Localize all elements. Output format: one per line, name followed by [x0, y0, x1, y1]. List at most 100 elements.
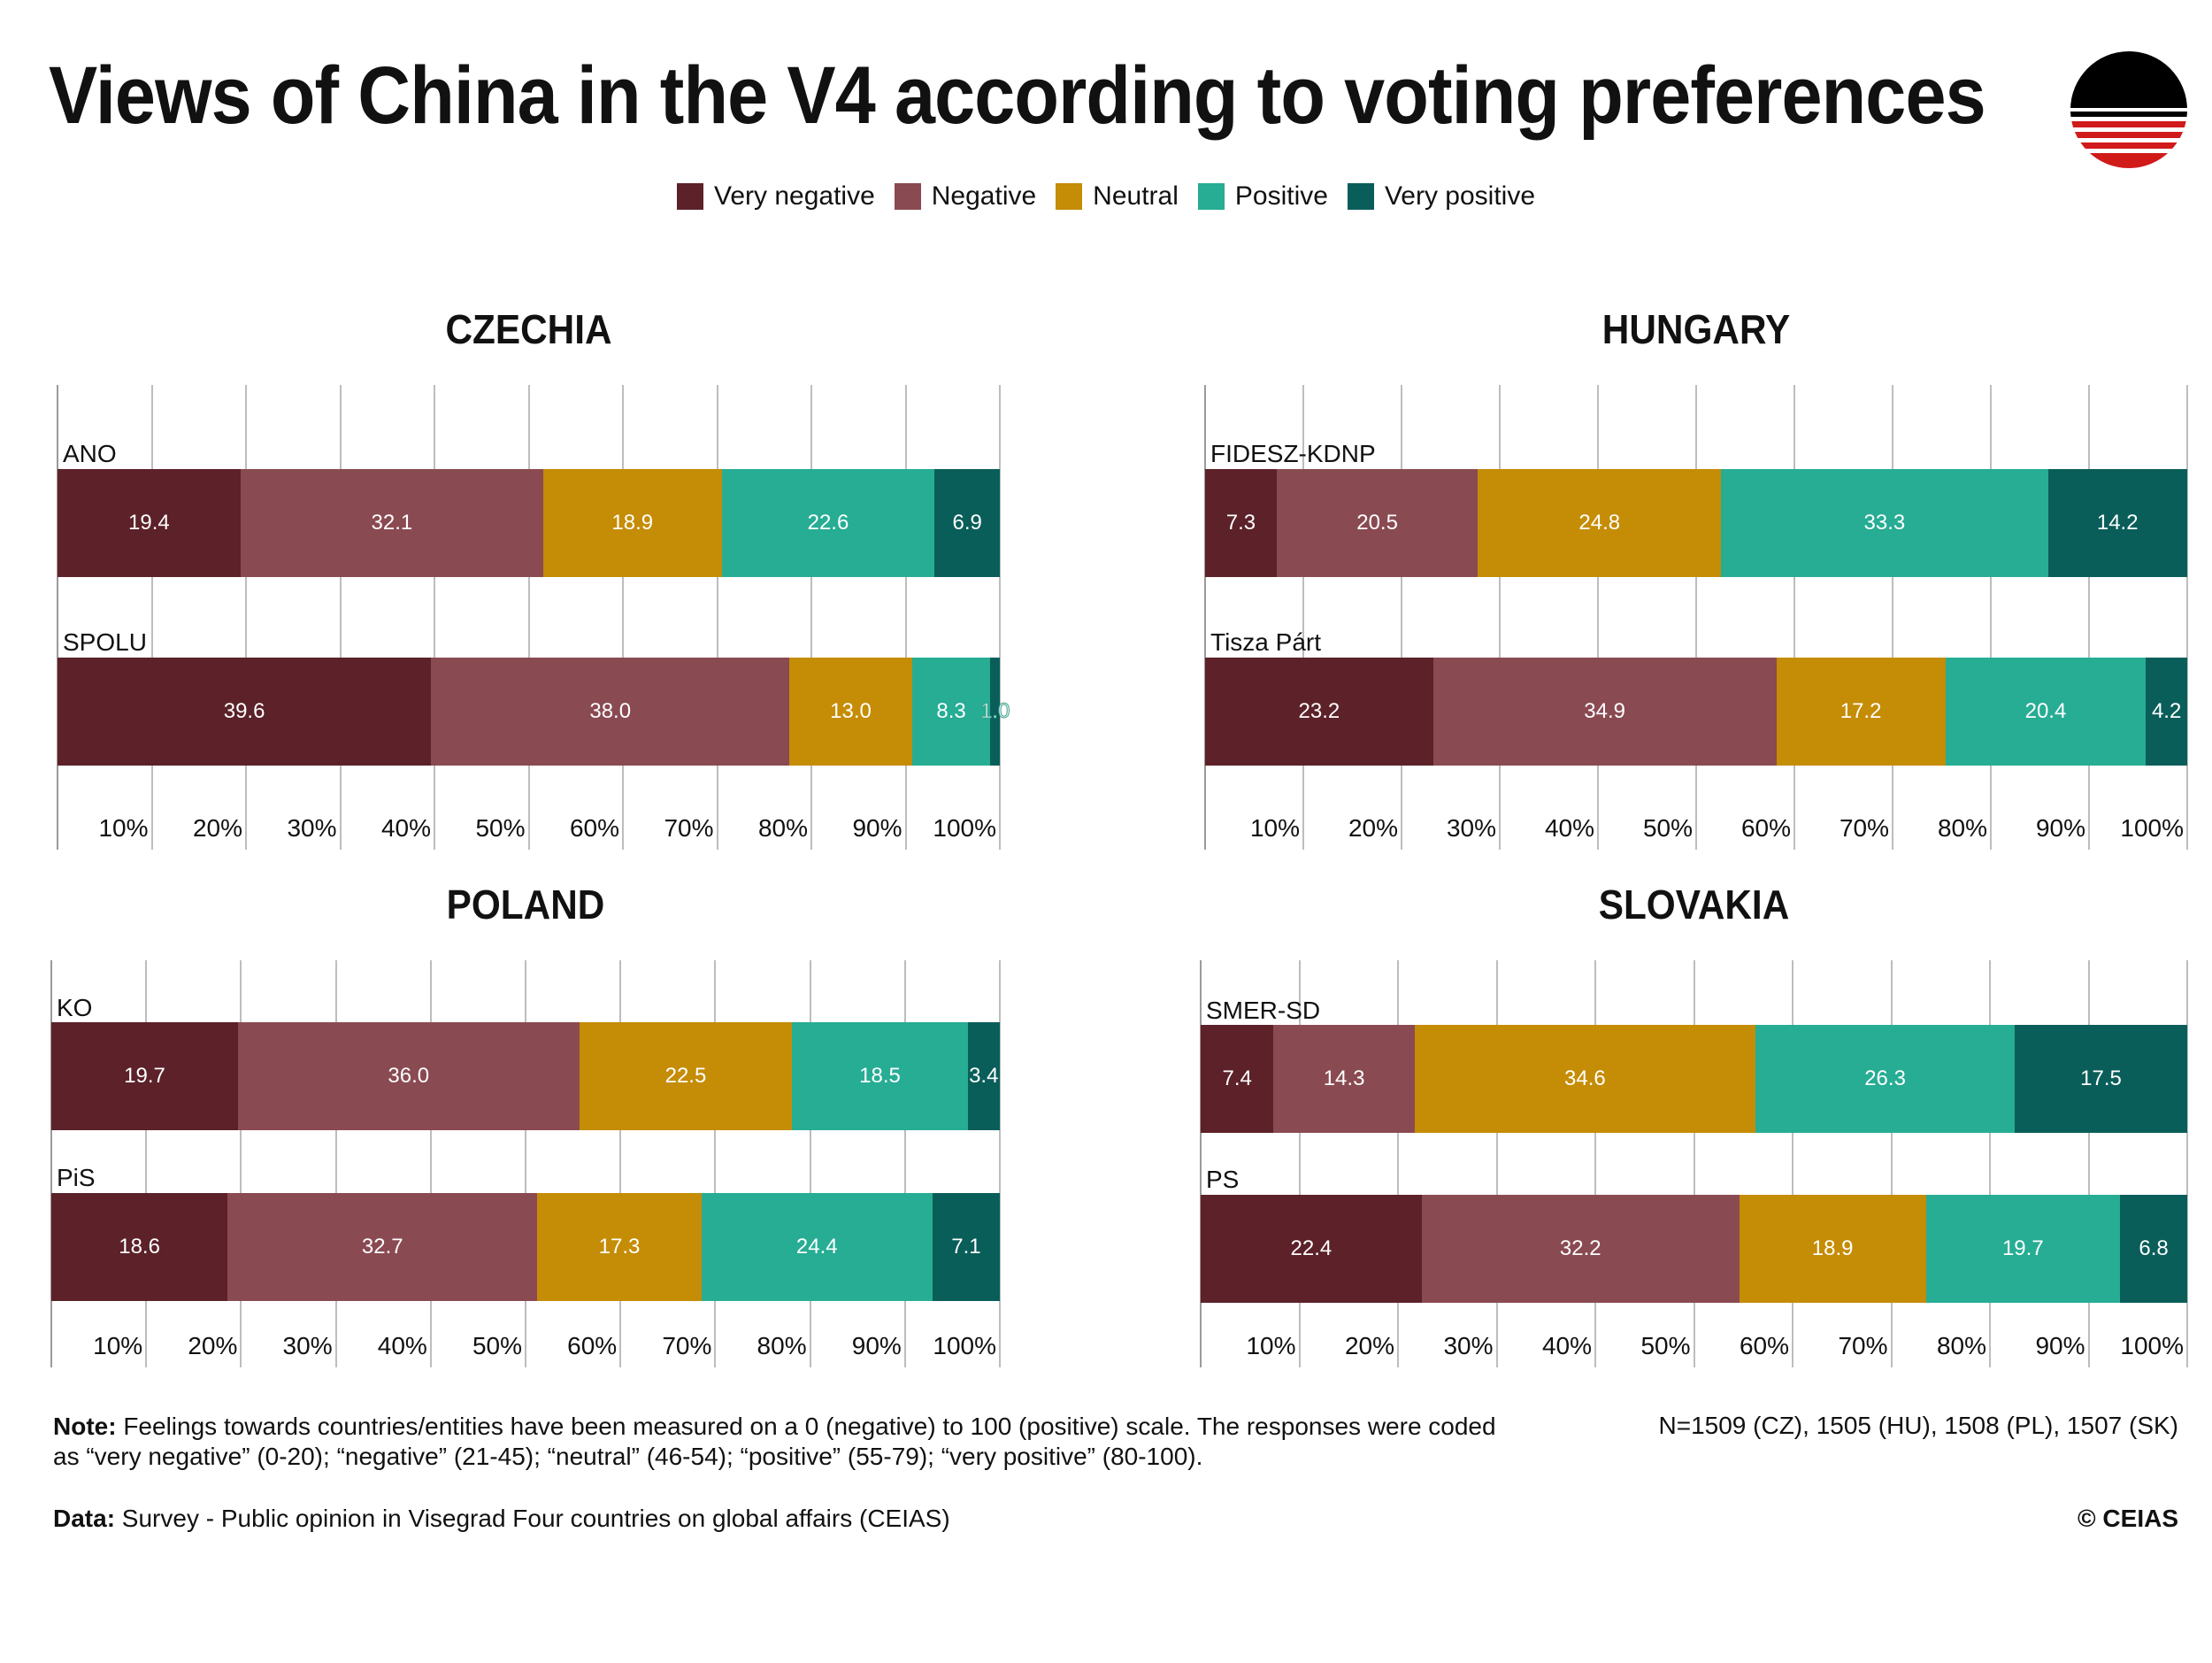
data-label: 33.3: [1863, 511, 1906, 535]
bar-segment: 7.1: [932, 1193, 1000, 1301]
data-label: 26.3: [1864, 1066, 1906, 1090]
stacked-bar: 18.6 32.7 17.3 24.4 7.1: [51, 1193, 1000, 1301]
data-label: 17.5: [2080, 1066, 2122, 1090]
gridline: [525, 960, 526, 1367]
legend-item: Very positive: [1347, 181, 1536, 212]
x-tick-label: 40%: [377, 1332, 427, 1359]
data-label: 6.9: [952, 511, 982, 535]
bar-segment: 4.2: [2146, 658, 2187, 766]
bar-segment: 33.3: [1721, 469, 2048, 577]
x-tick-label: 30%: [1446, 814, 1496, 842]
category-label: ANO: [63, 440, 117, 467]
gridline: [1499, 385, 1501, 850]
x-tick-label: 80%: [1936, 1332, 1986, 1359]
gridline: [245, 385, 247, 850]
x-tick-label: 90%: [2035, 1332, 2085, 1359]
legend-item: Positive: [1197, 181, 1328, 212]
stacked-bar: 39.6 38.0 13.0 8.3 1.0: [58, 658, 1010, 766]
gridline: [339, 385, 342, 850]
bar-segment: 19.7: [51, 1022, 238, 1130]
legend-label: Negative: [931, 181, 1037, 211]
bar-segment: 32.1: [240, 469, 544, 577]
gridline: [903, 960, 906, 1367]
x-tick-label: 10%: [98, 814, 149, 842]
gridline: [1695, 385, 1697, 850]
legend-swatch: [1347, 183, 1374, 210]
bar-segment: 20.5: [1276, 469, 1479, 577]
gridline: [1397, 960, 1399, 1367]
x-tick-label: 80%: [757, 814, 808, 842]
gridline: [622, 385, 624, 850]
axis-line: [1204, 385, 1206, 850]
data-label: 4.2: [2151, 699, 2182, 723]
data-label: 19.7: [124, 1064, 165, 1088]
panel-title: CZECHIA: [445, 306, 612, 352]
bar-segment: 18.9: [1739, 1195, 1926, 1303]
x-tick-label: 20%: [188, 1332, 238, 1359]
gridline: [1989, 960, 1991, 1367]
data-source-text: Survey - Public opinion in Visegrad Four…: [115, 1505, 950, 1532]
data-label: 19.4: [128, 511, 170, 535]
bar-segment: 26.3: [1755, 1025, 2016, 1133]
data-label: 6.8: [2139, 1236, 2169, 1260]
legend-label: Very positive: [1384, 181, 1536, 211]
legend-item: Neutral: [1056, 181, 1179, 212]
bar-segment: 17.2: [1776, 658, 1946, 766]
bar-segment: 17.3: [537, 1193, 702, 1301]
bar-segment: 32.7: [227, 1193, 538, 1301]
gridline: [1892, 385, 1893, 850]
gridline: [619, 960, 622, 1367]
bar-segment: 18.5: [792, 1022, 968, 1130]
category-label: PS: [1206, 1166, 1240, 1193]
stacked-bar: 7.3 20.5 24.8 33.3 14.2: [1205, 469, 2187, 577]
axis-line: [1200, 960, 1202, 1367]
data-label: 22.6: [807, 511, 849, 535]
bar-segment: 3.4: [967, 1022, 1000, 1130]
stacked-bar: 22.4 32.2 18.9 19.7 6.8: [1201, 1195, 2187, 1303]
stacked-bar: 19.4 32.1 18.9 22.6 6.9: [58, 469, 1000, 577]
data-label: 14.3: [1323, 1066, 1365, 1090]
stacked-bar: 19.7 36.0 22.5 18.5 3.4: [51, 1022, 1000, 1130]
gridline: [334, 960, 337, 1367]
data-label: 20.5: [1356, 511, 1398, 535]
legend-item: Negative: [894, 181, 1037, 212]
gridline: [2186, 960, 2188, 1367]
x-tick-label: 60%: [1740, 814, 1791, 842]
legend-label: Positive: [1234, 181, 1328, 211]
bar-segment: 14.3: [1273, 1025, 1415, 1133]
gridline: [1594, 960, 1596, 1367]
copyright: © CEIAS: [2078, 1505, 2178, 1532]
x-tick-label: 30%: [287, 814, 337, 842]
x-tick-label: 100%: [933, 1332, 996, 1359]
data-label: 23.2: [1298, 699, 1340, 723]
x-tick-label: 20%: [1344, 1332, 1394, 1359]
bar-segment: 36.0: [237, 1022, 580, 1130]
data-label: 32.1: [371, 511, 413, 535]
gridline: [809, 960, 811, 1367]
bar-segment: 14.2: [2047, 469, 2187, 577]
x-tick-label: 50%: [472, 1332, 522, 1359]
bar-segment: 20.4: [1945, 658, 2147, 766]
data-label: 3.4: [969, 1064, 999, 1088]
bar-segment: 18.9: [543, 469, 722, 577]
bar-segment: 22.5: [579, 1022, 793, 1130]
bar-segment: 22.6: [721, 469, 935, 577]
axis-line: [57, 385, 58, 850]
x-tick-label: 30%: [282, 1332, 333, 1359]
stacked-bar: 23.2 34.9 17.2 20.4 4.2: [1205, 658, 2187, 766]
gridline: [429, 960, 432, 1367]
x-tick-label: 70%: [1838, 1332, 1888, 1359]
category-label: KO: [57, 994, 93, 1021]
x-tick-label: 50%: [1642, 814, 1693, 842]
panel-title: HUNGARY: [1601, 306, 1791, 352]
x-tick-label: 60%: [1739, 1332, 1789, 1359]
legend-label: Neutral: [1093, 181, 1179, 211]
ceias-logo: [2070, 51, 2187, 168]
bar-segment: 6.9: [934, 469, 1000, 577]
x-tick-label: 20%: [192, 814, 242, 842]
x-tick-label: 80%: [757, 1332, 807, 1359]
gridline: [240, 960, 242, 1367]
data-label: 8.3: [936, 699, 966, 723]
bar-segment: 32.2: [1421, 1195, 1740, 1303]
data-label: 20.4: [2024, 699, 2067, 723]
